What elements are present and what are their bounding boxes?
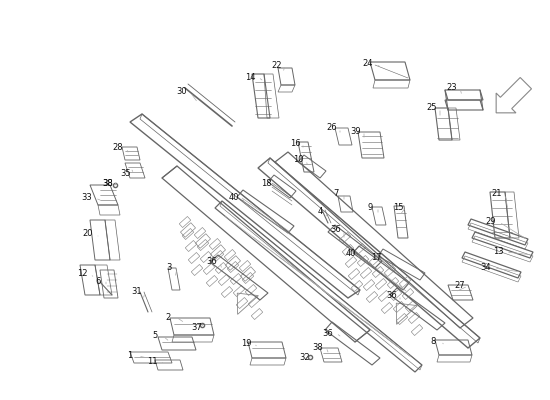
Text: 9: 9 (367, 202, 373, 212)
Text: 35: 35 (120, 170, 131, 178)
Text: 7: 7 (333, 188, 339, 198)
Text: 18: 18 (261, 178, 271, 188)
Text: 25: 25 (427, 104, 437, 112)
Text: 2: 2 (166, 312, 170, 322)
Text: 40: 40 (346, 250, 356, 258)
Text: 29: 29 (486, 218, 496, 226)
Text: 32: 32 (300, 352, 310, 362)
Text: 10: 10 (293, 156, 303, 164)
Text: 16: 16 (290, 138, 300, 148)
Text: 37: 37 (191, 322, 202, 332)
Text: 21: 21 (492, 190, 502, 198)
Text: 22: 22 (272, 60, 282, 70)
Text: 4: 4 (317, 208, 323, 216)
Text: 38: 38 (103, 178, 113, 188)
Text: 36: 36 (387, 290, 397, 300)
Text: 36: 36 (323, 328, 333, 338)
Text: 39: 39 (351, 126, 361, 136)
Text: 40: 40 (229, 192, 239, 202)
Text: 20: 20 (82, 230, 94, 238)
Text: 15: 15 (393, 202, 403, 212)
Text: 8: 8 (430, 336, 436, 346)
Text: 36: 36 (207, 258, 217, 266)
Text: 3: 3 (166, 264, 172, 272)
Text: 34: 34 (481, 264, 491, 272)
Text: 38: 38 (103, 178, 113, 188)
Text: 11: 11 (147, 356, 157, 366)
Text: 14: 14 (245, 72, 255, 82)
Text: 12: 12 (77, 270, 87, 278)
Text: 1: 1 (128, 352, 133, 360)
Text: 13: 13 (493, 248, 503, 256)
Text: 28: 28 (113, 144, 123, 152)
Text: 36: 36 (331, 226, 342, 234)
Text: 17: 17 (371, 252, 381, 262)
Text: 33: 33 (81, 194, 92, 202)
Text: 27: 27 (455, 282, 465, 290)
Text: 38: 38 (312, 342, 323, 352)
Text: 24: 24 (363, 60, 373, 68)
Text: 23: 23 (447, 84, 457, 92)
Text: 26: 26 (327, 124, 337, 132)
Text: 30: 30 (177, 88, 188, 96)
Text: 31: 31 (131, 288, 142, 296)
Text: 19: 19 (241, 338, 251, 348)
Text: 6: 6 (95, 278, 101, 286)
Text: 5: 5 (152, 332, 158, 340)
